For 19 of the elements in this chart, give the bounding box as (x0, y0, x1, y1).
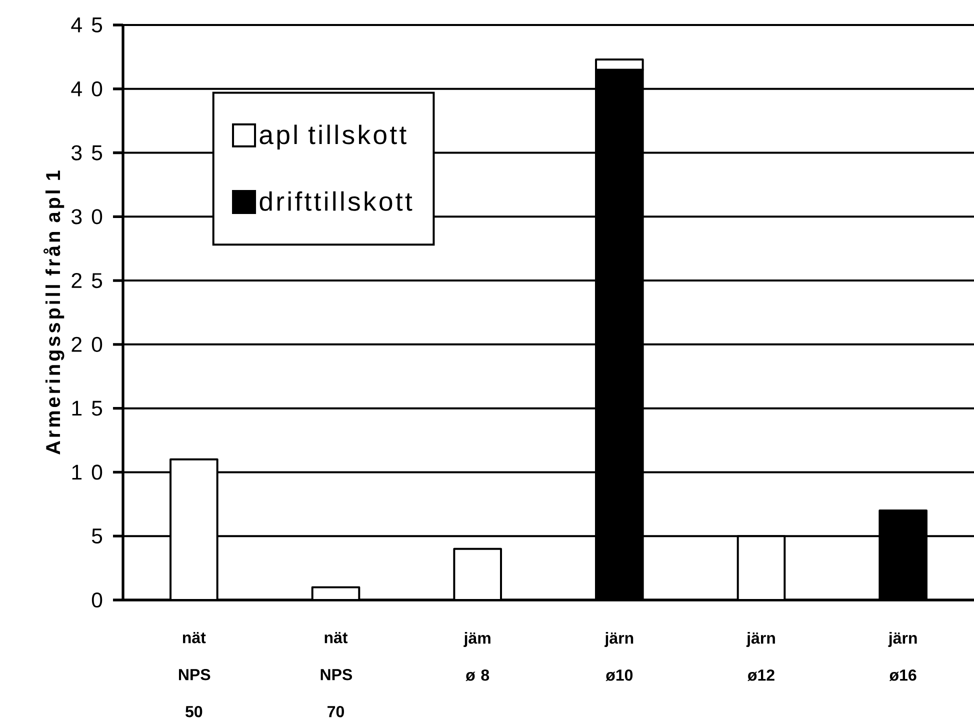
category-label: järn ø10 (604, 632, 634, 682)
category-label: järn ø12 (746, 632, 775, 682)
category-label: nät NPS 70 (320, 632, 352, 718)
y-tick-label: 4 5 (71, 18, 102, 32)
category-label: jäm ø 8 (464, 632, 490, 682)
category-label: nät NPS 50 (178, 632, 210, 718)
y-axis-title: Armeringsspill från apl 1 (44, 170, 64, 454)
y-tick-label: 2 5 (72, 273, 102, 288)
legend-label: apl tillskott (260, 124, 406, 150)
y-tick-label: 5 (92, 528, 102, 544)
y-tick-label: 4 0 (71, 81, 102, 96)
y-tick-label: 3 5 (72, 145, 102, 160)
category-label: järn ø16 (888, 632, 917, 682)
y-tick-label: 3 0 (72, 209, 102, 224)
legend-label: drifttillskott (260, 191, 412, 211)
y-tick-label: 2 0 (72, 336, 102, 352)
y-tick-label: 0 (92, 592, 102, 608)
y-tick-label: 1 5 (72, 400, 102, 416)
y-tick-label: 1 0 (72, 464, 102, 480)
